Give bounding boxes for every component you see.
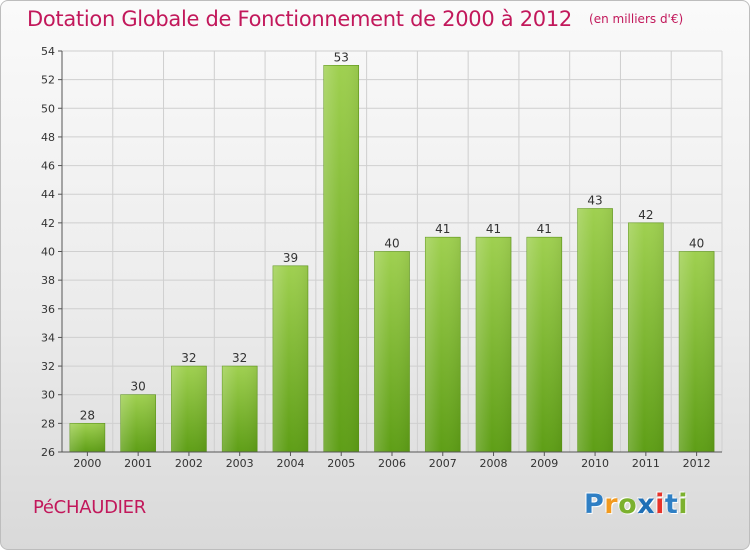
y-tick-label: 26 [41, 446, 55, 459]
y-tick-label: 32 [41, 360, 55, 373]
x-tick-label-2003: 2003 [226, 457, 254, 470]
bar-highlight [272, 265, 308, 452]
value-label-2011: 42 [638, 208, 653, 222]
bar-highlight [120, 394, 156, 452]
bar-highlight [323, 65, 359, 453]
x-tick-label-2009: 2009 [530, 457, 558, 470]
y-tick-label: 42 [41, 217, 55, 230]
x-tick-label-2008: 2008 [480, 457, 508, 470]
x-tick-label-2011: 2011 [632, 457, 660, 470]
x-tick-label-2006: 2006 [378, 457, 406, 470]
value-label-2006: 40 [384, 237, 399, 251]
chart-title: Dotation Globale de Fonctionnement de 20… [27, 7, 572, 31]
x-tick-label-2007: 2007 [429, 457, 457, 470]
bar-layer [69, 65, 715, 453]
chart-title-block: Dotation Globale de Fonctionnement de 20… [27, 7, 683, 31]
commune-name: PéCHAUDIER [33, 497, 146, 518]
bar-highlight [374, 251, 410, 452]
value-label-2010: 43 [587, 194, 602, 208]
value-label-2007: 41 [435, 222, 450, 236]
y-tick-label: 48 [41, 131, 55, 144]
y-tick-label: 50 [41, 102, 55, 115]
y-tick-label: 30 [41, 389, 55, 402]
x-tick-label-2010: 2010 [581, 457, 609, 470]
value-label-2000: 28 [80, 408, 95, 422]
bar-highlight [577, 208, 613, 452]
y-tick-label: 46 [41, 160, 55, 173]
value-label-2012: 40 [689, 237, 704, 251]
x-tick-label-2004: 2004 [276, 457, 304, 470]
bar-highlight [526, 237, 562, 452]
y-tick-label: 36 [41, 303, 55, 316]
bar-highlight [222, 366, 258, 452]
value-label-2003: 32 [232, 351, 247, 365]
value-label-2001: 30 [131, 380, 146, 394]
bar-highlight [425, 237, 461, 452]
x-tick-label-2012: 2012 [683, 457, 711, 470]
y-tick-label: 40 [41, 246, 55, 259]
y-tick-label: 38 [41, 274, 55, 287]
value-label-2004: 39 [283, 251, 298, 265]
value-label-2008: 41 [486, 222, 501, 236]
proxiti-logo: Proxiti [584, 489, 689, 520]
y-tick-label: 54 [41, 45, 55, 58]
value-label-2009: 41 [537, 222, 552, 236]
bar-highlight [628, 222, 664, 452]
x-tick-label-2000: 2000 [73, 457, 101, 470]
x-tick-label-2005: 2005 [327, 457, 355, 470]
x-tick-label-2002: 2002 [175, 457, 203, 470]
chart-unit: (en milliers d'€) [589, 12, 684, 26]
y-tick-label: 44 [41, 188, 55, 201]
bar-highlight [69, 423, 105, 452]
y-tick-label: 28 [41, 417, 55, 430]
value-label-2002: 32 [181, 351, 196, 365]
axis-layer: 26 28 30 32 34 36 38 40 42 44 46 48 50 52 54 28 2000 30 20… [41, 45, 722, 470]
y-tick-label: 52 [41, 74, 55, 87]
bar-highlight [171, 366, 207, 452]
bar-highlight [476, 237, 512, 452]
bar-highlight [679, 251, 715, 452]
y-tick-label: 34 [41, 331, 55, 344]
x-tick-label-2001: 2001 [124, 457, 152, 470]
value-label-2005: 53 [334, 50, 349, 64]
